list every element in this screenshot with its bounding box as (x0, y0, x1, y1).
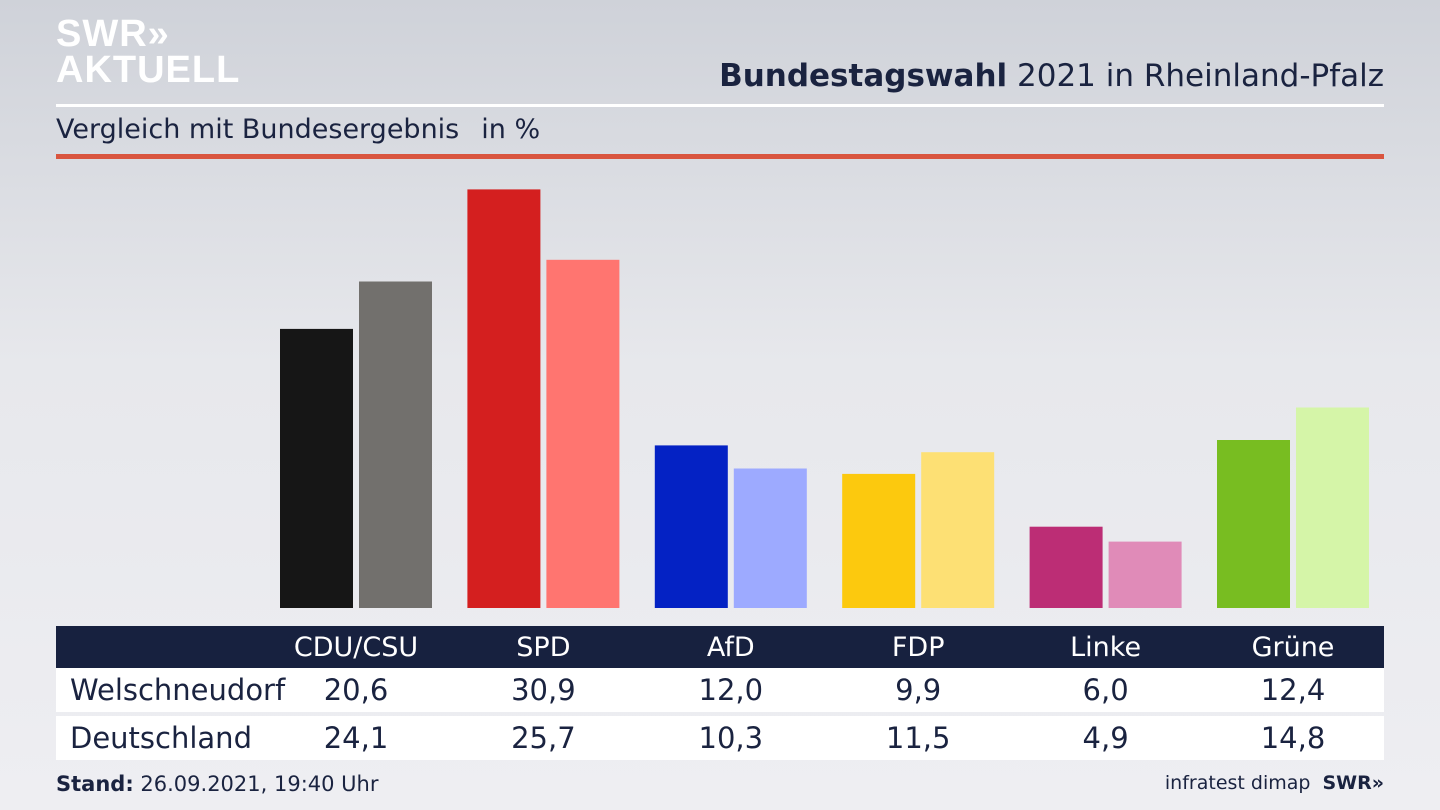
value-spd: 30,9 (511, 673, 576, 707)
bar-gr-ne-welschneudorf (1217, 440, 1290, 608)
accent-divider (56, 154, 1384, 159)
table-row-deutschland: Deutschland 24,1 25,7 10,3 11,5 4,9 14,8 (56, 716, 1384, 760)
column-header-cdu-csu: CDU/CSU (293, 631, 419, 663)
value-afd: 10,3 (698, 721, 764, 755)
column-header-spd: SPD (516, 631, 571, 663)
stand-label: Stand: (56, 772, 134, 796)
stand-value: 26.09.2021, 19:40 Uhr (133, 772, 379, 796)
bar-cdu-csu-deutschland (359, 281, 432, 608)
logo-line-swr: SWR» (56, 13, 170, 55)
value-fdp: 11,5 (885, 721, 951, 755)
column-header-afd: AfD (706, 631, 755, 663)
bar-linke-welschneudorf (1029, 526, 1103, 608)
title-divider (56, 104, 1384, 107)
column-header-fdp: FDP (891, 631, 945, 663)
source-label: infratest dimap (1164, 772, 1311, 794)
bar-spd-welschneudorf (467, 189, 541, 608)
subtitle-text: Vergleich mit Bundesergebnis (56, 114, 460, 145)
bar-spd-deutschland (546, 259, 620, 608)
bar-linke-deutschland (1108, 541, 1182, 608)
value-gr-ne: 14,8 (1260, 721, 1326, 755)
value-cdu-csu: 20,6 (323, 673, 389, 707)
value-linke: 6,0 (1082, 673, 1129, 707)
value-gr-ne: 12,4 (1260, 673, 1326, 707)
chart-subtitle: Vergleich mit Bundesergebnis in % (56, 114, 540, 145)
bar-cdu-csu-welschneudorf (280, 328, 353, 608)
page-title: Bundestagswahl 2021 in Rheinland-Pfalz (719, 58, 1384, 94)
bar-fdp-deutschland (921, 452, 995, 608)
value-fdp: 9,9 (895, 673, 942, 707)
value-spd: 25,7 (511, 721, 576, 755)
table-row-welschneudorf: Welschneudorf 20,6 30,9 12,0 9,9 6,0 12,4 (56, 668, 1384, 712)
bar-afd-welschneudorf (654, 445, 728, 608)
logo-line-aktuell: AKTUELL (56, 49, 241, 91)
title-rest: 2021 in Rheinland-Pfalz (1007, 58, 1384, 94)
row-label: Welschneudorf (70, 673, 286, 707)
source-credit: infratest dimap SWR» (1165, 772, 1384, 794)
bar-fdp-welschneudorf (842, 473, 916, 608)
value-linke: 4,9 (1082, 721, 1129, 755)
swr-small-logo: SWR» (1322, 772, 1384, 794)
timestamp: Stand: 26.09.2021, 19:40 Uhr (56, 772, 379, 796)
bar-chart (280, 189, 1369, 608)
unit-label: in % (481, 114, 541, 145)
value-cdu-csu: 24,1 (323, 721, 389, 755)
row-label: Deutschland (70, 721, 252, 755)
value-afd: 12,0 (698, 673, 764, 707)
swr-aktuell-logo: SWR» AKTUELL (56, 13, 241, 91)
column-header-linke: Linke (1070, 631, 1142, 663)
table-header: CDU/CSU SPD AfD FDP Linke Grüne (56, 626, 1384, 668)
column-header-gr-ne: Grüne (1251, 631, 1335, 663)
bar-gr-ne-deutschland (1296, 407, 1369, 608)
title-bold: Bundestagswahl (719, 58, 1008, 94)
bar-afd-deutschland (733, 468, 807, 608)
